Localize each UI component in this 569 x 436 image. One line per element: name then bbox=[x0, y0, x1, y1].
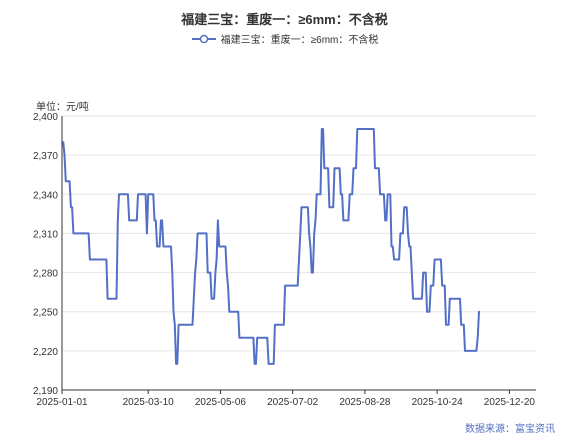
y-tick-label: 2,280 bbox=[33, 269, 58, 280]
y-tick-label: 2,250 bbox=[33, 308, 58, 319]
x-tick-label: 2025-12-20 bbox=[484, 397, 536, 408]
x-tick-label: 2025-08-28 bbox=[339, 397, 391, 408]
x-tick-label: 2025-03-10 bbox=[123, 397, 175, 408]
y-tick-label: 2,340 bbox=[33, 190, 58, 201]
x-tick-label: 2025-01-01 bbox=[36, 397, 88, 408]
y-tick-label: 2,370 bbox=[33, 151, 58, 162]
source-label: 数据来源：富宝资讯 bbox=[465, 424, 555, 435]
y-tick-label: 2,220 bbox=[33, 347, 58, 358]
y-tick-label: 2,400 bbox=[33, 112, 58, 123]
y-tick-label: 2,310 bbox=[33, 229, 58, 240]
x-tick-label: 2025-10-24 bbox=[412, 397, 464, 408]
legend-label: 福建三宝：重废一：≥6mm：不含税 bbox=[220, 35, 379, 46]
series-line bbox=[61, 128, 480, 365]
chart-title: 福建三宝：重废一：≥6mm：不含税 bbox=[181, 12, 388, 27]
unit-label: 单位：元/吨 bbox=[36, 102, 89, 113]
legend-line-icon bbox=[191, 34, 216, 43]
x-tick-label: 2025-05-06 bbox=[195, 397, 247, 408]
x-tick-label: 2025-07-02 bbox=[267, 397, 319, 408]
legend[interactable]: 福建三宝：重废一：≥6mm：不含税 bbox=[0, 31, 569, 46]
y-tick-label: 2,190 bbox=[33, 386, 58, 397]
